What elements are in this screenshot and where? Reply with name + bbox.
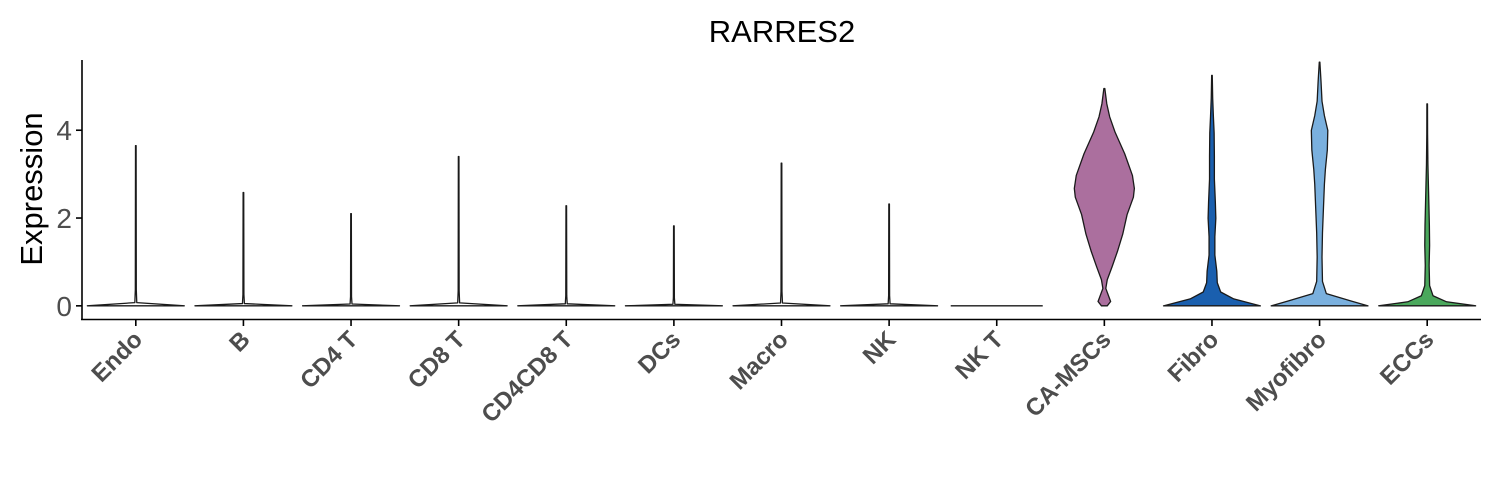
x-ticks: Endo B CD4 T CD8 T CD4CD8 T DCs Macro NK NK T CA-… bbox=[87, 320, 1439, 428]
y-ticks: 0 2 4 bbox=[56, 115, 82, 322]
x-tick-label: Myofibro bbox=[1241, 326, 1332, 417]
y-tick-label: 2 bbox=[56, 203, 72, 234]
violin-nk bbox=[840, 203, 939, 307]
violin-cd4cd8-t bbox=[517, 205, 616, 307]
violin-endo bbox=[86, 144, 185, 307]
violin-cd4-t bbox=[301, 212, 401, 307]
violin-group bbox=[86, 61, 1477, 307]
violin-cd8-t bbox=[409, 155, 508, 307]
x-tick-label: Macro bbox=[725, 326, 794, 395]
x-tick-label: CD8 T bbox=[403, 326, 471, 394]
x-tick-label: CD4CD8 T bbox=[476, 326, 578, 428]
x-tick-label: CD4 T bbox=[295, 326, 363, 394]
chart-title: RARRES2 bbox=[709, 14, 855, 49]
x-tick-label: DCs bbox=[633, 326, 686, 379]
violin-fibro bbox=[1162, 74, 1262, 307]
violin-myofibro bbox=[1270, 61, 1369, 307]
y-axis-label: Expression bbox=[14, 112, 49, 265]
violin-eccs bbox=[1378, 103, 1477, 307]
violin-macro bbox=[732, 162, 831, 307]
y-tick-label: 4 bbox=[56, 115, 72, 146]
x-tick-label: NK bbox=[858, 326, 902, 370]
x-tick-label: B bbox=[224, 326, 255, 357]
x-tick-label: Fibro bbox=[1163, 326, 1225, 388]
violin-dcs bbox=[624, 225, 723, 307]
y-tick-label: 0 bbox=[56, 291, 72, 322]
x-tick-label: Endo bbox=[87, 326, 149, 388]
violin-ca-mscs bbox=[1073, 87, 1136, 307]
x-tick-label: NK T bbox=[950, 326, 1009, 385]
violin-b bbox=[194, 191, 293, 307]
x-tick-label: CA-MSCs bbox=[1020, 326, 1116, 422]
x-tick-label: ECCs bbox=[1375, 326, 1439, 390]
